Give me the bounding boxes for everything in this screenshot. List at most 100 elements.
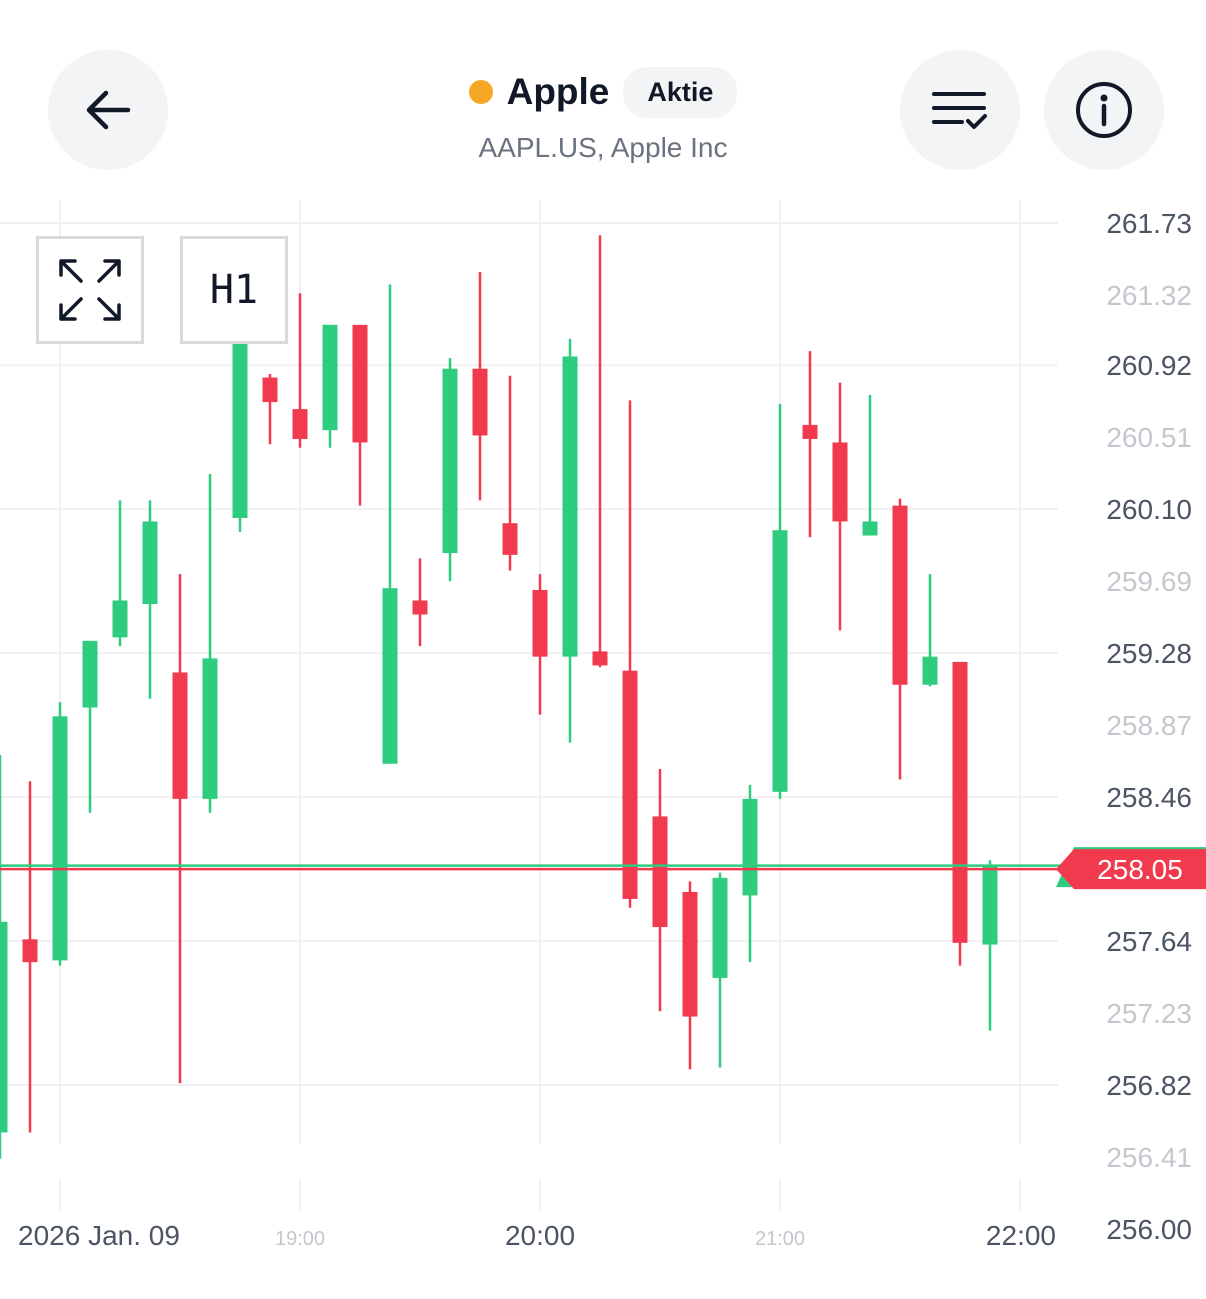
candle-up [82, 640, 98, 813]
candle-body [622, 670, 638, 899]
candle-up [382, 284, 398, 764]
candle-up [52, 702, 68, 966]
watchlist-button[interactable] [900, 50, 1020, 170]
candle-body [232, 342, 248, 518]
candle-body [322, 324, 338, 431]
candle-up [202, 474, 218, 813]
y-tick-label: 260.10 [1106, 494, 1192, 525]
y-tick-label: 260.92 [1106, 350, 1192, 381]
current-price-tag [1056, 849, 1206, 890]
candle-body [52, 716, 68, 961]
y-tick-label: 256.00 [1106, 1214, 1192, 1245]
y-tick-label: 257.23 [1106, 998, 1192, 1029]
y-tick-label: 258.87 [1106, 710, 1192, 741]
candle-body [742, 798, 758, 896]
title-row: Apple Aktie [468, 62, 738, 122]
candle-down [802, 351, 818, 538]
candle-body [352, 324, 368, 443]
candle-body [112, 600, 128, 638]
candle-up [322, 324, 338, 448]
expand-icon [59, 259, 121, 321]
back-button[interactable] [48, 50, 168, 170]
y-tick-label: 260.51 [1106, 422, 1192, 453]
candle-body [172, 672, 188, 799]
x-tick-label: 22:00 [986, 1220, 1056, 1251]
candle-body [442, 368, 458, 554]
y-tick-label: 259.28 [1106, 638, 1192, 669]
candle-body [22, 939, 38, 963]
candle-down [502, 375, 518, 571]
candle-down [172, 574, 188, 1084]
candle-up [922, 574, 938, 687]
timeframe-button[interactable]: H1 [180, 236, 288, 344]
candle-down [352, 324, 368, 506]
candle-up [862, 395, 878, 536]
current-price-label: 258.05 [1097, 854, 1183, 885]
candle-body [592, 651, 608, 666]
y-tick-label: 261.73 [1106, 208, 1192, 239]
candle-body [82, 640, 98, 708]
candle-down [832, 382, 848, 631]
candle-body [0, 921, 8, 1133]
price-lines: 258.05 [0, 847, 1206, 890]
candle-body [862, 521, 878, 536]
x-axis: 2026 Jan. 09 19:00 20:00 21:00 22:00 [18, 1220, 1056, 1251]
candle-body [952, 661, 968, 943]
candle-body [202, 658, 218, 799]
candle-up [772, 403, 788, 799]
candlestick-chart[interactable]: 258.05 261.73 261.32 260.92 260.51 260.10 259… [0, 180, 1206, 1270]
candle-down [682, 881, 698, 1070]
candle-body [562, 356, 578, 657]
candle-up [712, 872, 728, 1068]
candle-body [652, 816, 668, 928]
candles [0, 235, 998, 1159]
candle-body [532, 589, 548, 657]
candle-down [952, 661, 968, 966]
fullscreen-button[interactable] [36, 236, 144, 344]
candle-body [982, 865, 998, 945]
candle-body [802, 424, 818, 439]
candle-up [442, 358, 458, 582]
candle-down [262, 373, 278, 445]
candle-down [412, 558, 428, 647]
y-axis: 261.73 261.32 260.92 260.51 260.10 259.69 259.… [1106, 208, 1192, 1245]
x-tick-label: 20:00 [505, 1220, 575, 1251]
instrument-type-badge: Aktie [623, 66, 738, 118]
candle-body [292, 409, 308, 439]
candle-body [922, 656, 938, 685]
timeframe-label: H1 [209, 267, 259, 313]
arrow-left-icon [86, 90, 131, 130]
list-check-icon [932, 92, 987, 129]
candle-up [742, 784, 758, 963]
candle-up [982, 860, 998, 1031]
candle-body [142, 521, 158, 604]
y-tick-label: 257.64 [1106, 926, 1192, 957]
y-tick-label: 258.46 [1106, 782, 1192, 813]
instrument-title: Apple [506, 71, 610, 112]
y-tick-label: 256.82 [1106, 1070, 1192, 1101]
candle-down [532, 574, 548, 715]
candle-body [682, 891, 698, 1017]
x-tick-label: 21:00 [755, 1228, 805, 1250]
candle-down [292, 293, 308, 448]
candle-down [472, 272, 488, 501]
candle-body [712, 877, 728, 978]
candle-down [22, 781, 38, 1133]
candle-up [232, 340, 248, 532]
candle-body [502, 523, 518, 555]
info-button[interactable] [1044, 50, 1164, 170]
candle-down [652, 769, 668, 1012]
candle-body [832, 442, 848, 522]
candle-up [562, 338, 578, 743]
candle-down [592, 235, 608, 668]
grid-lines [0, 200, 1058, 1210]
candle-body [412, 600, 428, 615]
market-status-dot [468, 80, 493, 104]
candle-up [142, 500, 158, 699]
candle-body [382, 588, 398, 764]
candle-down [892, 498, 908, 780]
candle-down [622, 400, 638, 908]
y-tick-label: 259.69 [1106, 566, 1192, 597]
x-tick-label: 2026 Jan. 09 [18, 1220, 180, 1251]
candle-body [472, 368, 488, 436]
